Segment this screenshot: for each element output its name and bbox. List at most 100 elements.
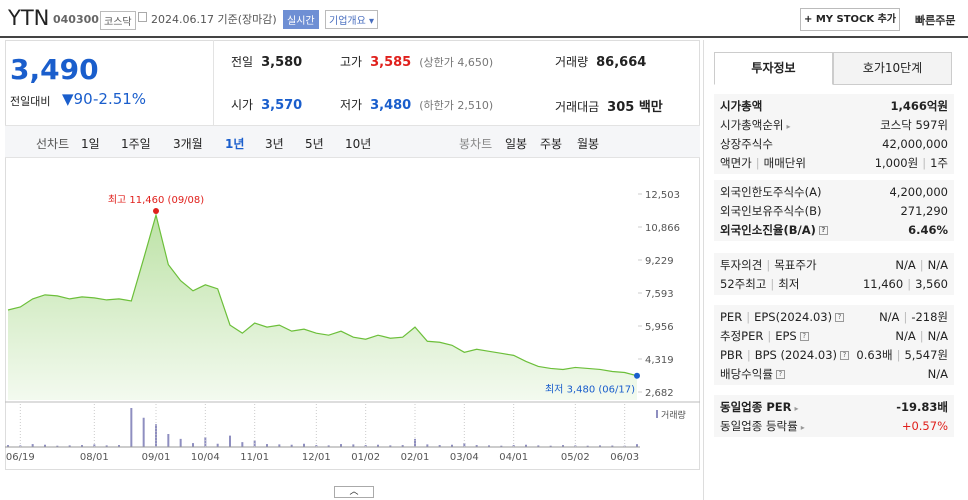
help-icon[interactable]: ? bbox=[835, 312, 845, 322]
info-row: 시가총액순위 ▸ 코스닥 597위 bbox=[720, 115, 948, 134]
label-text: PER bbox=[720, 309, 743, 324]
max-annotation: 최고 11,460 (09/08) bbox=[108, 194, 204, 206]
info-row: PER | EPS(2024.03)? N/A | -218원 bbox=[720, 307, 948, 326]
y-tick-label: 10,866 bbox=[645, 223, 680, 234]
y-tick-label: 5,956 bbox=[645, 322, 674, 333]
collapse-handle[interactable]: ︿ bbox=[334, 486, 374, 498]
row-label: 추정PER | EPS? bbox=[720, 328, 809, 344]
row-values: +0.57% bbox=[902, 419, 948, 433]
label-text: 추정PER bbox=[720, 328, 764, 343]
change-rate: -2.51% bbox=[93, 90, 147, 108]
stock-code: 040300 bbox=[53, 13, 99, 26]
volume-bar bbox=[611, 445, 614, 447]
min-annotation: 최저 3,480 (06/17) bbox=[545, 384, 635, 396]
price-line bbox=[7, 212, 638, 377]
info-group: 동일업종 PER ▸ -19.83배 동일업종 등락률 ▸ +0.57% bbox=[714, 395, 954, 437]
arrow: ▸ bbox=[794, 403, 799, 413]
info-tab[interactable]: 투자정보 bbox=[714, 52, 833, 85]
candle-tab[interactable]: 일봉 bbox=[505, 137, 528, 151]
candle-tab[interactable]: 주봉 bbox=[540, 137, 563, 151]
x-tick-label: 11/01 bbox=[240, 452, 269, 463]
separator: | bbox=[767, 328, 772, 343]
volume-bar bbox=[303, 443, 305, 447]
volume-bar bbox=[636, 444, 638, 447]
row-label: 52주최고 | 최저 bbox=[720, 276, 799, 292]
header-rule bbox=[0, 36, 968, 38]
x-tick-label: 10/04 bbox=[191, 452, 220, 463]
row-values: N/A | -218원 bbox=[879, 309, 948, 325]
my-stock-button[interactable]: + MY STOCK 추가 bbox=[800, 8, 900, 31]
info-row: 추정PER | EPS? N/A | N/A bbox=[720, 326, 948, 345]
row-label: 액면가 | 매매단위 bbox=[720, 155, 806, 171]
info-row: 동일업종 PER ▸ -19.83배 bbox=[720, 397, 948, 416]
volume-bar bbox=[377, 444, 379, 447]
label-text: EPS(2024.03) bbox=[754, 309, 833, 324]
row-values: -19.83배 bbox=[896, 399, 948, 415]
help-icon[interactable]: ? bbox=[799, 331, 809, 341]
candle-chart-label: 봉차트 bbox=[459, 137, 493, 151]
help-icon[interactable]: ? bbox=[818, 225, 828, 235]
volume-bar bbox=[549, 445, 552, 447]
label-text: 시가총액순위 bbox=[720, 117, 784, 132]
help-icon[interactable]: ? bbox=[840, 350, 850, 360]
value-text: N/A bbox=[895, 328, 916, 343]
separator: | bbox=[770, 276, 775, 291]
period-tab[interactable]: 5년 bbox=[305, 137, 324, 151]
label-text: 52주최고 bbox=[720, 276, 767, 291]
info-row: 상장주식수 42,000,000 bbox=[720, 134, 948, 153]
help-icon[interactable]: ? bbox=[775, 369, 785, 379]
volume-bar bbox=[352, 444, 355, 447]
realtime-button[interactable]: 실시간 bbox=[283, 10, 319, 29]
period-tab[interactable]: 1주일 bbox=[121, 137, 151, 151]
quote-divider bbox=[213, 40, 214, 125]
row-values: N/A bbox=[928, 367, 948, 381]
period-tab[interactable]: 3년 bbox=[265, 137, 284, 151]
row-label: PBR | BPS (2024.03)? bbox=[720, 348, 850, 362]
volume-bar bbox=[130, 408, 133, 447]
date: 2024.06.17 기준(장마감) bbox=[151, 13, 277, 26]
value-text: 3,560 bbox=[915, 276, 948, 291]
chart: 2,682 4,319 5,956 7,593 9,229 10,866 12,503 최고 … bbox=[5, 190, 700, 463]
change-label: 전일대비 bbox=[10, 95, 51, 108]
x-tick-label: 03/04 bbox=[450, 452, 479, 463]
stat-label: 저가 bbox=[340, 98, 363, 112]
info-tab[interactable]: 호가10단계 bbox=[833, 52, 952, 85]
row-label: 시가총액순위 ▸ bbox=[720, 117, 791, 133]
info-row: 52주최고 | 최저 11,460 | 3,560 bbox=[720, 274, 948, 293]
quick-order[interactable]: 빠른주문 bbox=[915, 14, 956, 27]
value-text: N/A bbox=[895, 257, 916, 272]
volume-bar bbox=[229, 435, 231, 447]
stat-label: 시가 bbox=[231, 98, 254, 112]
x-tick-label: 02/01 bbox=[401, 452, 430, 463]
row-label: 투자의견 | 목표주가 bbox=[720, 257, 817, 273]
value-text: N/A bbox=[927, 257, 948, 272]
x-tick-label: 05/02 bbox=[561, 452, 590, 463]
value-text: -19.83배 bbox=[896, 399, 948, 414]
y-tick-label: 4,319 bbox=[645, 355, 674, 366]
price-area bbox=[8, 215, 637, 400]
divider bbox=[703, 40, 704, 500]
period-tab[interactable]: 10년 bbox=[345, 137, 372, 151]
label-text: 외국인한도주식수(A) bbox=[720, 184, 822, 199]
info-row: 시가총액 1,466억원 bbox=[720, 96, 948, 115]
period-tab[interactable]: 3개월 bbox=[173, 137, 203, 151]
volume-bar bbox=[401, 445, 404, 447]
stat: 시가 3,570 bbox=[231, 96, 302, 113]
stat: 거래량 86,664 bbox=[555, 53, 646, 70]
change: ▼90 bbox=[62, 90, 93, 108]
stat-sub: (하한가 2,510) bbox=[419, 99, 494, 112]
y-tick-label: 2,682 bbox=[645, 388, 674, 399]
label-text: 목표주가 bbox=[774, 257, 817, 272]
candle-tab[interactable]: 월봉 bbox=[577, 137, 600, 151]
period-tab[interactable]: 1일 bbox=[81, 137, 100, 151]
value-text: 4,200,000 bbox=[889, 184, 948, 199]
value-text: N/A bbox=[927, 366, 948, 381]
separator: | bbox=[746, 309, 751, 324]
value-text: 0.63배 bbox=[856, 347, 893, 362]
separator: | bbox=[922, 155, 927, 170]
stat-value: 3,580 bbox=[261, 55, 303, 70]
period-tab[interactable]: 1년 bbox=[225, 137, 245, 151]
volume-bar bbox=[204, 437, 207, 447]
company-info-button[interactable]: 기업개요 ▾ bbox=[325, 10, 379, 29]
stat: 전일 3,580 bbox=[231, 53, 302, 70]
